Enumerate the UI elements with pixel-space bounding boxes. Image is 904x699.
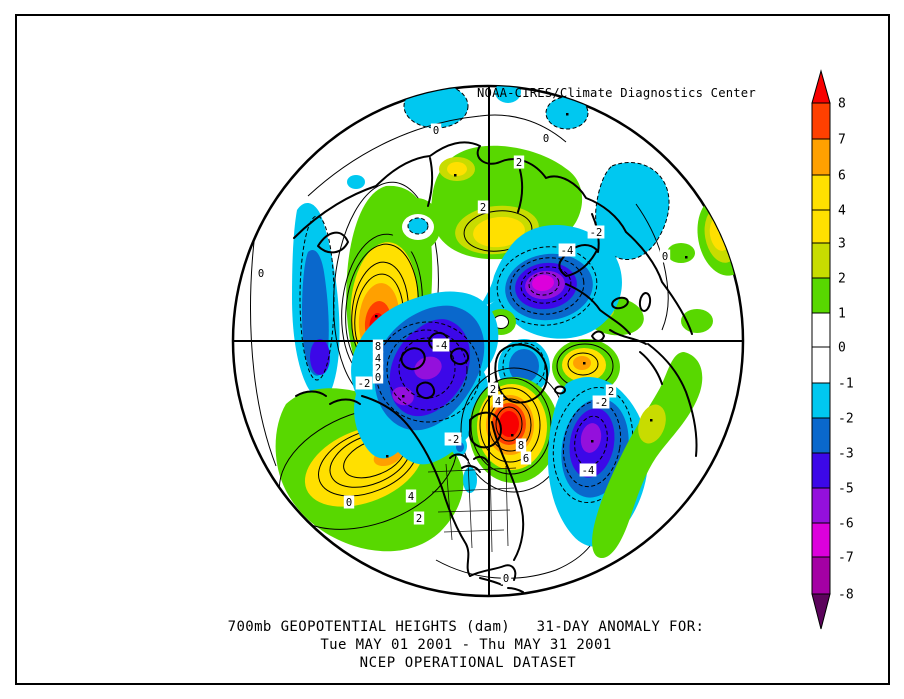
contour-label-box [605, 384, 617, 398]
colorbar-segment [811, 138, 831, 176]
contour-label: -4 [561, 245, 574, 257]
colorbar-segment [811, 209, 831, 244]
colorbar-label: -1 [838, 377, 854, 392]
colorbar-label: -5 [838, 482, 854, 497]
contour-label: 2 [375, 363, 381, 375]
contour-label: 4 [408, 491, 414, 503]
contour-label-box [430, 123, 442, 137]
contour-label-box [492, 394, 504, 408]
extremum-markers [375, 113, 688, 458]
contour-label: 0 [543, 133, 549, 145]
contour-label-box [372, 370, 384, 384]
colorbar-segment [811, 417, 831, 454]
state-borders [427, 461, 517, 553]
contour-label: 0 [258, 268, 264, 280]
colorbar-label: 2 [838, 272, 846, 287]
contour-label-box [587, 225, 605, 239]
contour-label-box [432, 338, 450, 352]
contour-label-box [579, 463, 597, 477]
colorbar-label: -6 [838, 517, 854, 532]
contour-label-box [592, 395, 610, 409]
contour-label: 4 [495, 396, 501, 408]
colorbar-segment [811, 242, 831, 279]
caption-title: 700mb GEOPOTENTIAL HEIGHTS (dam) 31-DAY … [228, 619, 705, 635]
colorbar-segment [811, 102, 831, 140]
contour-label: 2 [516, 157, 522, 169]
contour-label-box [520, 451, 532, 465]
contour-label-box [405, 489, 417, 503]
colorbar-label: -8 [838, 588, 854, 603]
contour-label-box [487, 382, 499, 396]
colorbar-segment [811, 556, 831, 595]
colorbar-label: 4 [838, 204, 846, 219]
colorbar-label: -2 [838, 412, 854, 427]
contour-label: 6 [523, 453, 529, 465]
colorbar-segment [811, 312, 831, 348]
contour-label: -2 [447, 434, 460, 446]
crosshair-lines [233, 86, 743, 596]
contour-label: 2 [480, 202, 486, 214]
colorbar-label: 0 [838, 341, 846, 356]
colorbar-segment [811, 487, 831, 524]
contour-label: 2 [608, 386, 614, 398]
contour-label: -2 [590, 227, 603, 239]
colorbar-top-arrow [811, 69, 831, 104]
contour-label: -2 [358, 378, 371, 390]
colorbar-label: 7 [838, 133, 846, 148]
contour-label-box [515, 438, 527, 452]
contour-label-box [540, 131, 552, 145]
colorbar-label: 6 [838, 169, 846, 184]
contour-label-box [413, 511, 425, 525]
contour-label: 0 [503, 573, 509, 585]
contour-label: 0 [346, 497, 352, 509]
colorbar-segment [811, 452, 831, 489]
contour-label-box [513, 155, 525, 169]
contour-label: 2 [490, 384, 496, 396]
colorbar-segment [811, 346, 831, 384]
contour-label: 2 [416, 513, 422, 525]
contour-label-box [659, 249, 671, 263]
contour-label-box [372, 351, 384, 365]
contour-label: -4 [435, 340, 448, 352]
colorbar-segment [811, 277, 831, 314]
contour-label-box [558, 243, 576, 257]
contour-label: 0 [375, 372, 381, 384]
colorbar-label: 3 [838, 237, 846, 252]
contour-label: 0 [662, 251, 668, 263]
contour-label: 4 [375, 353, 381, 365]
contour-label-box [343, 495, 355, 509]
credit-text: NOAA-CIRES/Climate Diagnostics Center [477, 86, 756, 100]
caption-dataset: NCEP OPERATIONAL DATASET [360, 655, 577, 671]
contour-label-box [500, 571, 512, 585]
contour-label: 8 [518, 440, 524, 452]
colorbar: 8 7 6 4 3 2 1 0 -1 -2 -3 -5 -6 -7 -8 [811, 69, 854, 630]
colorbar-label: -7 [838, 551, 854, 566]
contour-label: -4 [582, 465, 595, 477]
colorbar-segment [811, 522, 831, 558]
colorbar-segment [811, 174, 831, 211]
colorbar-bottom-arrow [811, 593, 831, 630]
caption-period: Tue MAY 01 2001 - Thu MAY 31 2001 [320, 637, 611, 653]
contour-label: 0 [433, 125, 439, 137]
contour-label: -2 [595, 397, 608, 409]
colorbar-label: 8 [838, 97, 846, 112]
contour-label-box [372, 361, 384, 375]
contour-label-box [355, 376, 373, 390]
colorbar-label: 1 [838, 307, 846, 322]
contour-label-box [444, 432, 462, 446]
colorbar-segment [811, 382, 831, 419]
colorbar-label: -3 [838, 447, 854, 462]
contour-label-box [255, 266, 267, 280]
contour-label-box [372, 339, 384, 353]
anomaly-fields [233, 86, 743, 596]
contour-label-box [477, 200, 489, 214]
contour-label: 8 [375, 341, 381, 353]
